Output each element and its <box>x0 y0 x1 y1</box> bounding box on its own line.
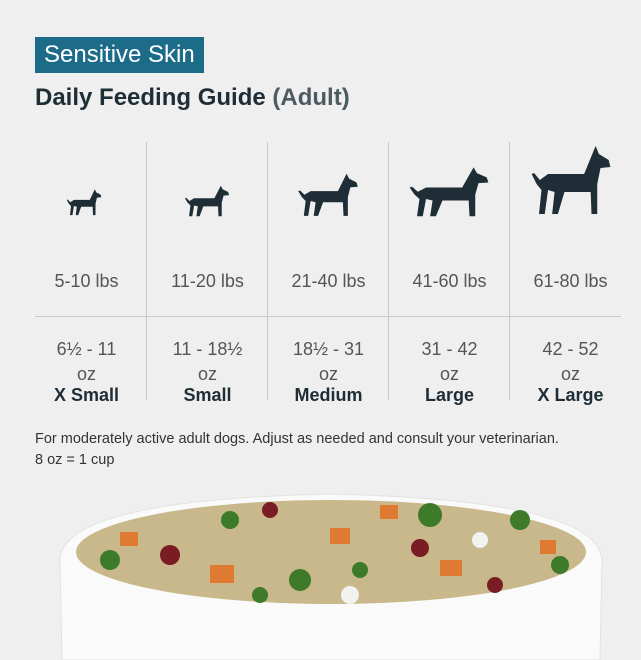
amount: 11 - 18½ <box>172 339 243 359</box>
unit: oz <box>76 364 96 384</box>
size-column: X Large 61-80 lbs 42 - 52 oz <box>510 140 631 405</box>
size-column: Large 41-60 lbs 31 - 42 oz <box>389 140 510 405</box>
unit: oz <box>560 364 580 384</box>
title-main: Daily Feeding Guide <box>35 84 266 111</box>
weight-range: 21-40 lbs <box>291 271 366 291</box>
amount: 31 - 42 <box>421 339 478 359</box>
amount: 6½ - 11 <box>56 339 117 359</box>
divider <box>267 142 268 400</box>
footnote: 8 oz = 1 cup <box>35 452 115 468</box>
food-pieces <box>100 502 569 604</box>
size-label: Medium <box>294 385 363 405</box>
unit: oz <box>318 364 338 384</box>
divider <box>35 316 621 317</box>
food <box>76 500 586 604</box>
divider <box>146 142 147 400</box>
size-label: Large <box>424 385 475 405</box>
badge: Sensitive Skin <box>35 37 204 73</box>
divider <box>509 142 510 400</box>
unit: oz <box>439 364 459 384</box>
unit: oz <box>197 364 217 384</box>
size-label: X Small <box>53 385 120 405</box>
divider <box>388 142 389 400</box>
size-column: Medium 21-40 lbs 18½ - 31 oz <box>268 140 389 405</box>
title-suffix: (Adult) <box>272 84 350 111</box>
amount: 18½ - 31 <box>292 339 365 359</box>
size-label: Small <box>183 385 232 405</box>
size-label: X Large <box>537 385 604 405</box>
title: Daily Feeding Guide (Adult) <box>35 84 350 112</box>
footnote: For moderately active adult dogs. Adjust… <box>35 431 559 447</box>
size-column: Small 11-20 lbs 11 - 18½ oz <box>147 140 268 405</box>
weight-range: 61-80 lbs <box>533 271 608 291</box>
size-column: X Small 5-10 lbs 6½ - 11 oz <box>26 140 147 405</box>
amount: 42 - 52 <box>542 339 599 359</box>
weight-range: 11-20 lbs <box>171 271 244 291</box>
weight-range: 41-60 lbs <box>412 271 487 291</box>
weight-range: 5-10 lbs <box>54 271 119 291</box>
